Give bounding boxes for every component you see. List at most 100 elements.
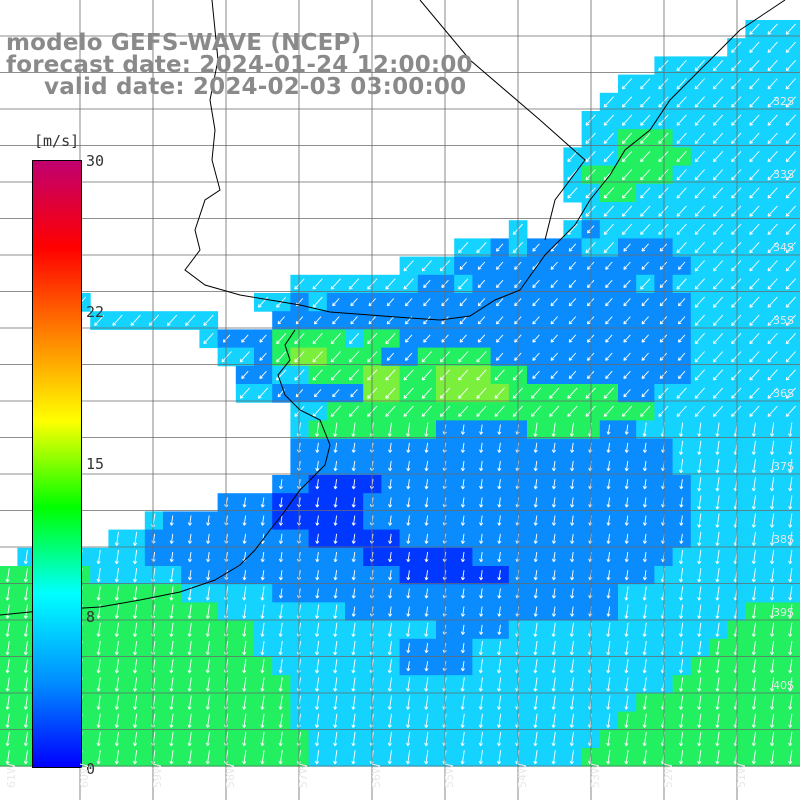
- wind-arrow: [788, 477, 793, 492]
- wind-arrow: [169, 622, 174, 637]
- wind-arrow: [603, 132, 614, 144]
- wind-arrow: [551, 442, 556, 453]
- wind-arrow: [403, 369, 414, 381]
- wind-arrow: [532, 334, 540, 343]
- wind-arrow: [640, 114, 651, 126]
- wind-arrow: [406, 551, 411, 563]
- wind-arrow: [387, 731, 392, 747]
- wind-arrow: [478, 640, 483, 656]
- wind-arrow: [697, 422, 702, 437]
- wind-arrow: [497, 606, 502, 617]
- wind-arrow: [114, 713, 119, 728]
- wind-arrow: [533, 677, 538, 692]
- wind-arrow: [242, 695, 247, 710]
- wind-arrow: [314, 695, 320, 710]
- wind-arrow: [715, 458, 720, 474]
- wind-arrow: [606, 713, 611, 728]
- wind-arrow: [697, 713, 702, 728]
- wind-arrow: [751, 677, 756, 692]
- wind-arrow: [715, 713, 720, 728]
- wind-arrow: [278, 570, 283, 581]
- wind-arrow: [751, 750, 756, 765]
- wind-arrow: [788, 531, 793, 546]
- wind-arrow: [785, 96, 796, 108]
- wind-arrow: [697, 604, 702, 619]
- wind-arrow: [642, 442, 647, 453]
- wind-arrow: [749, 23, 760, 35]
- wind-arrow: [351, 479, 356, 490]
- wind-arrow: [785, 296, 796, 308]
- wind-arrow: [332, 389, 340, 398]
- wind-speed-cell: [0, 602, 18, 622]
- wind-arrow: [460, 606, 465, 617]
- wind-arrow: [569, 677, 574, 692]
- wind-arrow: [239, 387, 250, 399]
- wind-arrow: [605, 279, 613, 289]
- wind-arrow: [731, 387, 742, 399]
- wind-arrow: [350, 389, 358, 398]
- wind-arrow: [351, 442, 356, 453]
- wind-arrow: [260, 659, 265, 674]
- wind-arrow: [206, 551, 211, 563]
- wind-arrow: [694, 405, 705, 417]
- wind-arrow: [242, 677, 247, 692]
- wind-arrow: [460, 731, 465, 747]
- wind-arrow: [676, 405, 687, 417]
- wind-arrow: [641, 261, 649, 270]
- wind-arrow: [385, 332, 396, 345]
- wind-arrow: [731, 78, 742, 90]
- wind-arrow: [333, 695, 338, 710]
- wind-arrow: [23, 731, 28, 747]
- wind-arrow: [551, 551, 556, 563]
- title-forecast-date: forecast date: 2024-01-24 12:00:00: [6, 52, 473, 78]
- wind-arrow: [532, 279, 540, 289]
- wind-arrow: [658, 59, 669, 72]
- wind-arrow: [351, 713, 356, 728]
- wind-arrow: [206, 570, 211, 581]
- wind-arrow: [351, 659, 356, 674]
- wind-arrow: [624, 533, 629, 544]
- wind-arrow: [603, 387, 614, 399]
- wind-arrow: [169, 750, 174, 765]
- wind-arrow: [749, 205, 760, 217]
- longitude-label: 61W: [5, 763, 18, 788]
- colorbar-tick-label: 30: [86, 152, 105, 170]
- wind-arrow: [314, 750, 320, 765]
- wind-arrow: [570, 497, 575, 508]
- wind-arrow: [497, 570, 502, 581]
- wind-arrow: [658, 405, 669, 417]
- wind-arrow: [678, 549, 684, 565]
- wind-arrow: [642, 640, 647, 656]
- wind-arrow: [206, 533, 211, 544]
- wind-arrow: [715, 750, 720, 765]
- wind-arrow: [715, 495, 720, 510]
- wind-arrow: [314, 622, 320, 637]
- wind-arrow: [242, 750, 247, 765]
- wind-arrow: [495, 298, 504, 307]
- wind-arrow: [569, 750, 574, 765]
- wind-arrow: [241, 334, 249, 343]
- wind-arrow: [315, 442, 320, 453]
- wind-arrow: [187, 570, 192, 581]
- wind-arrow: [278, 659, 283, 674]
- wind-arrow: [479, 479, 484, 490]
- wind-arrow: [333, 750, 338, 765]
- wind-arrow: [677, 261, 686, 270]
- wind-arrow: [640, 205, 651, 217]
- wind-speed-cell: [0, 711, 18, 731]
- wind-arrow: [351, 570, 356, 581]
- wind-arrow: [624, 460, 629, 472]
- wind-arrow: [785, 278, 796, 290]
- wind-arrow: [312, 351, 323, 363]
- wind-arrow: [788, 495, 793, 510]
- wind-arrow: [5, 695, 10, 710]
- wind-arrow: [694, 59, 705, 72]
- wind-arrow: [642, 604, 647, 619]
- wind-arrow: [405, 422, 411, 437]
- wind-arrow: [405, 713, 411, 728]
- wind-arrow: [532, 316, 540, 325]
- wind-arrow: [96, 695, 101, 710]
- wind-arrow: [749, 369, 760, 381]
- wind-arrow: [697, 659, 702, 674]
- wind-arrow: [676, 278, 687, 290]
